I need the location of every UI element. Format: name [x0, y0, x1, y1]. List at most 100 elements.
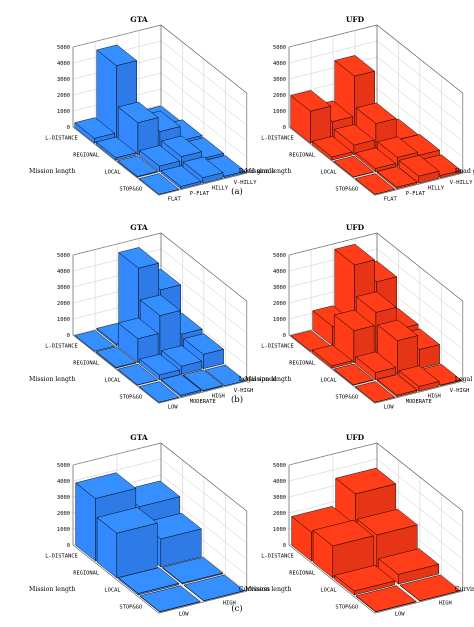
bar — [311, 344, 353, 369]
bar-face — [75, 472, 137, 499]
z-tick-label: 5000 — [57, 253, 70, 259]
bar-face — [161, 345, 202, 367]
y-category-label: FLAT — [384, 196, 398, 202]
bar-face — [333, 363, 374, 385]
gridline — [94, 329, 181, 398]
chart-5: 0 1000 2000 3000 4000 5000 L-DISTANCE REGIONAL L… — [29, 433, 270, 618]
bar-face — [334, 564, 395, 592]
y-category-label: V-HIGH — [450, 388, 469, 394]
bar — [160, 374, 202, 398]
z-tick-label: 1000 — [273, 109, 286, 115]
bar-face — [118, 247, 159, 269]
x-category-label: REGIONAL — [73, 571, 99, 577]
y-axis-label: Legal speed — [239, 376, 277, 383]
bar-face — [311, 136, 353, 158]
y-category-label: V-HILLY — [234, 180, 257, 186]
x-category-label: L-DISTANCE — [261, 136, 293, 142]
z-tick-label: 5000 — [273, 253, 286, 259]
bar-face — [377, 136, 418, 158]
bar-face — [74, 117, 115, 139]
z-tick-label: 0 — [283, 125, 286, 131]
x-category-label: REGIONAL — [73, 153, 99, 159]
x-category-label: LOCAL — [104, 170, 120, 176]
bar — [183, 574, 245, 602]
bar — [139, 145, 180, 172]
y-category-label: HIGH — [439, 601, 452, 607]
y-axis-label: Road grade — [239, 168, 276, 175]
bar — [162, 557, 223, 585]
z-tick-label: 2000 — [57, 93, 70, 99]
y-category-label: P-FLAT — [406, 191, 426, 197]
bar-face — [334, 55, 375, 77]
z-tick-label: 1000 — [57, 317, 70, 323]
bar — [376, 374, 418, 398]
bar-face — [335, 467, 397, 495]
x-category-label: L-DISTANCE — [45, 136, 77, 142]
bar-face — [355, 102, 397, 124]
bar — [74, 330, 115, 352]
bar — [182, 369, 224, 392]
bar-face — [138, 381, 180, 403]
x-axis-label: Mission length — [29, 376, 75, 383]
y-category-label: FLAT — [168, 196, 182, 202]
bar-face — [333, 309, 375, 331]
chart-title: GTA — [130, 15, 148, 24]
bar-face — [376, 166, 418, 188]
x-category-label: REGIONAL — [73, 361, 99, 367]
y-category-label: LOW — [179, 612, 189, 618]
bar-face — [139, 145, 180, 167]
bar — [74, 117, 115, 144]
gridline — [310, 329, 397, 398]
chart-title: GTA — [130, 433, 148, 442]
x-category-label: LOCAL — [104, 588, 120, 594]
chart-4: 0 1000 2000 3000 4000 5000 L-DISTANCE REGIONAL L… — [245, 223, 474, 410]
bar-face — [139, 294, 181, 316]
bar — [333, 363, 374, 386]
y-axis-label: Road grade — [455, 168, 474, 175]
bar-face — [117, 155, 158, 177]
bar-face — [161, 135, 202, 157]
bar — [354, 381, 396, 403]
y-category-label: V-HIGH — [234, 388, 253, 394]
y-category-label: HIGH — [223, 601, 236, 607]
x-category-label: LOCAL — [320, 588, 336, 594]
x-category-label: STOP&GO — [119, 605, 142, 611]
z-tick-label: 3000 — [273, 77, 286, 83]
x-axis-label: Mission length — [245, 376, 291, 383]
z-tick-label: 2000 — [57, 511, 70, 517]
chart-title: UFD — [346, 223, 365, 232]
x-axis-label: Mission length — [245, 168, 291, 175]
bar — [378, 548, 439, 585]
bar — [398, 365, 440, 392]
bar — [334, 564, 395, 596]
z-tick-label: 4000 — [273, 269, 286, 275]
x-category-label: STOP&GO — [335, 605, 358, 611]
y-category-label: LOW — [168, 404, 178, 410]
x-category-label: L-DISTANCE — [261, 554, 293, 560]
bar-face — [182, 369, 224, 391]
z-tick-label: 2000 — [273, 511, 286, 517]
z-tick-label: 3000 — [57, 495, 70, 501]
y-category-label: V-HILLY — [450, 180, 473, 186]
x-category-label: STOP&GO — [119, 187, 142, 193]
x-category-label: STOP&GO — [335, 187, 358, 193]
z-tick-label: 1000 — [273, 317, 286, 323]
x-category-label: REGIONAL — [289, 571, 315, 577]
bar — [399, 574, 461, 602]
z-tick-label: 1000 — [273, 527, 286, 533]
chart-title: UFD — [346, 15, 365, 24]
bar-face — [96, 507, 158, 534]
bar-face — [354, 173, 396, 195]
bar — [376, 166, 418, 190]
bar — [118, 567, 179, 596]
bar-face — [378, 548, 439, 575]
z-tick-label: 5000 — [57, 45, 70, 51]
bar — [354, 173, 396, 195]
bar-face — [398, 365, 440, 387]
x-category-label: REGIONAL — [289, 153, 315, 159]
bar-face — [355, 585, 417, 612]
bar — [95, 136, 137, 161]
bar — [95, 346, 137, 369]
x-axis-label: Mission length — [29, 586, 75, 593]
